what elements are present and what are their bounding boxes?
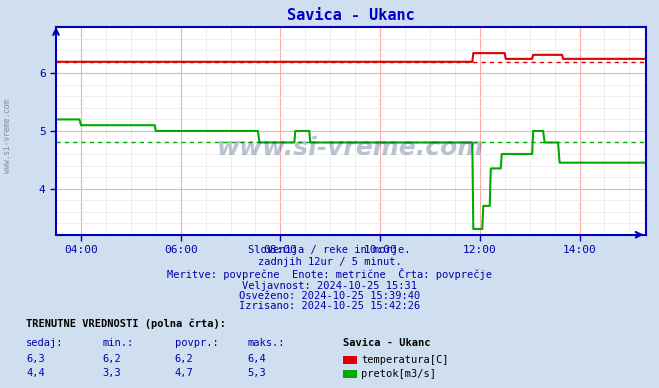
Text: 6,3: 6,3 xyxy=(26,354,45,364)
Text: Veljavnost: 2024-10-25 15:31: Veljavnost: 2024-10-25 15:31 xyxy=(242,281,417,291)
Text: 4,7: 4,7 xyxy=(175,368,193,378)
Text: 6,4: 6,4 xyxy=(247,354,266,364)
Text: min.:: min.: xyxy=(102,338,133,348)
Text: pretok[m3/s]: pretok[m3/s] xyxy=(361,369,436,379)
Text: 3,3: 3,3 xyxy=(102,368,121,378)
Text: Meritve: povprečne  Enote: metrične  Črta: povprečje: Meritve: povprečne Enote: metrične Črta:… xyxy=(167,268,492,279)
Text: Savica - Ukanc: Savica - Ukanc xyxy=(343,338,430,348)
Title: Savica - Ukanc: Savica - Ukanc xyxy=(287,8,415,23)
Text: 6,2: 6,2 xyxy=(102,354,121,364)
Text: Izrisano: 2024-10-25 15:42:26: Izrisano: 2024-10-25 15:42:26 xyxy=(239,301,420,311)
Text: www.si-vreme.com: www.si-vreme.com xyxy=(3,99,13,173)
Text: sedaj:: sedaj: xyxy=(26,338,64,348)
Text: www.si-vreme.com: www.si-vreme.com xyxy=(217,135,484,159)
Text: 6,2: 6,2 xyxy=(175,354,193,364)
Text: zadnjih 12ur / 5 minut.: zadnjih 12ur / 5 minut. xyxy=(258,257,401,267)
Text: Slovenija / reke in morje.: Slovenija / reke in morje. xyxy=(248,245,411,255)
Text: Osveženo: 2024-10-25 15:39:40: Osveženo: 2024-10-25 15:39:40 xyxy=(239,291,420,301)
Text: povpr.:: povpr.: xyxy=(175,338,218,348)
Text: maks.:: maks.: xyxy=(247,338,285,348)
Text: temperatura[C]: temperatura[C] xyxy=(361,355,449,365)
Text: 5,3: 5,3 xyxy=(247,368,266,378)
Text: 4,4: 4,4 xyxy=(26,368,45,378)
Text: TRENUTNE VREDNOSTI (polna črta):: TRENUTNE VREDNOSTI (polna črta): xyxy=(26,319,226,329)
